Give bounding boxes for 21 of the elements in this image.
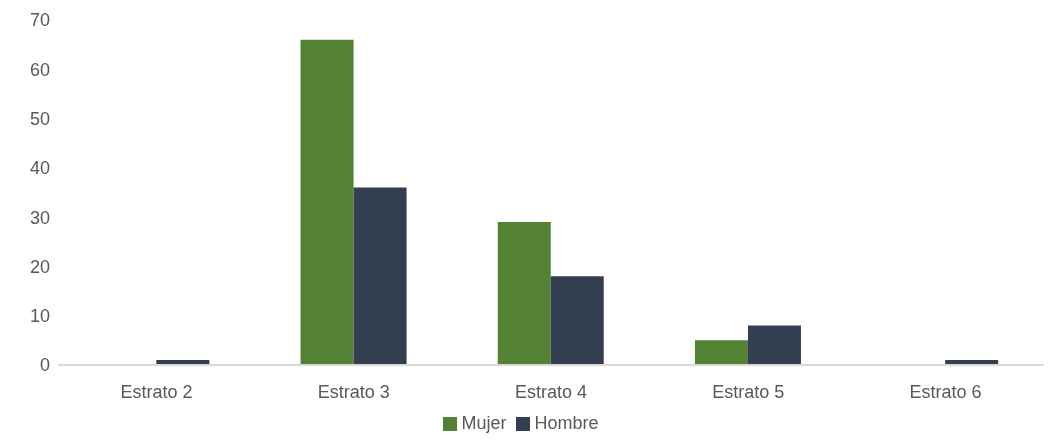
- y-tick-label: 70: [29, 10, 50, 31]
- y-tick-label: 30: [29, 207, 50, 228]
- legend-label: Mujer: [461, 413, 507, 433]
- bar: [353, 187, 407, 365]
- y-tick-label: 10: [29, 306, 50, 327]
- y-tick-label: 60: [29, 59, 50, 80]
- legend-label: Hombre: [534, 413, 599, 433]
- bar: [550, 276, 604, 365]
- x-tick-label: Estrato 3: [317, 381, 390, 402]
- y-tick-label: 20: [29, 256, 50, 277]
- y-tick-label: 50: [29, 108, 50, 129]
- x-tick-label: Estrato 2: [120, 381, 193, 402]
- y-tick-label: 0: [39, 355, 50, 376]
- x-tick-label: Estrato 6: [909, 381, 982, 402]
- x-tick-label: Estrato 5: [712, 381, 785, 402]
- bar: [747, 325, 801, 365]
- x-tick-label: Estrato 4: [514, 381, 588, 402]
- bar: [497, 222, 551, 365]
- y-tick-label: 40: [29, 158, 50, 179]
- bar: [300, 39, 354, 365]
- bar: [694, 340, 748, 365]
